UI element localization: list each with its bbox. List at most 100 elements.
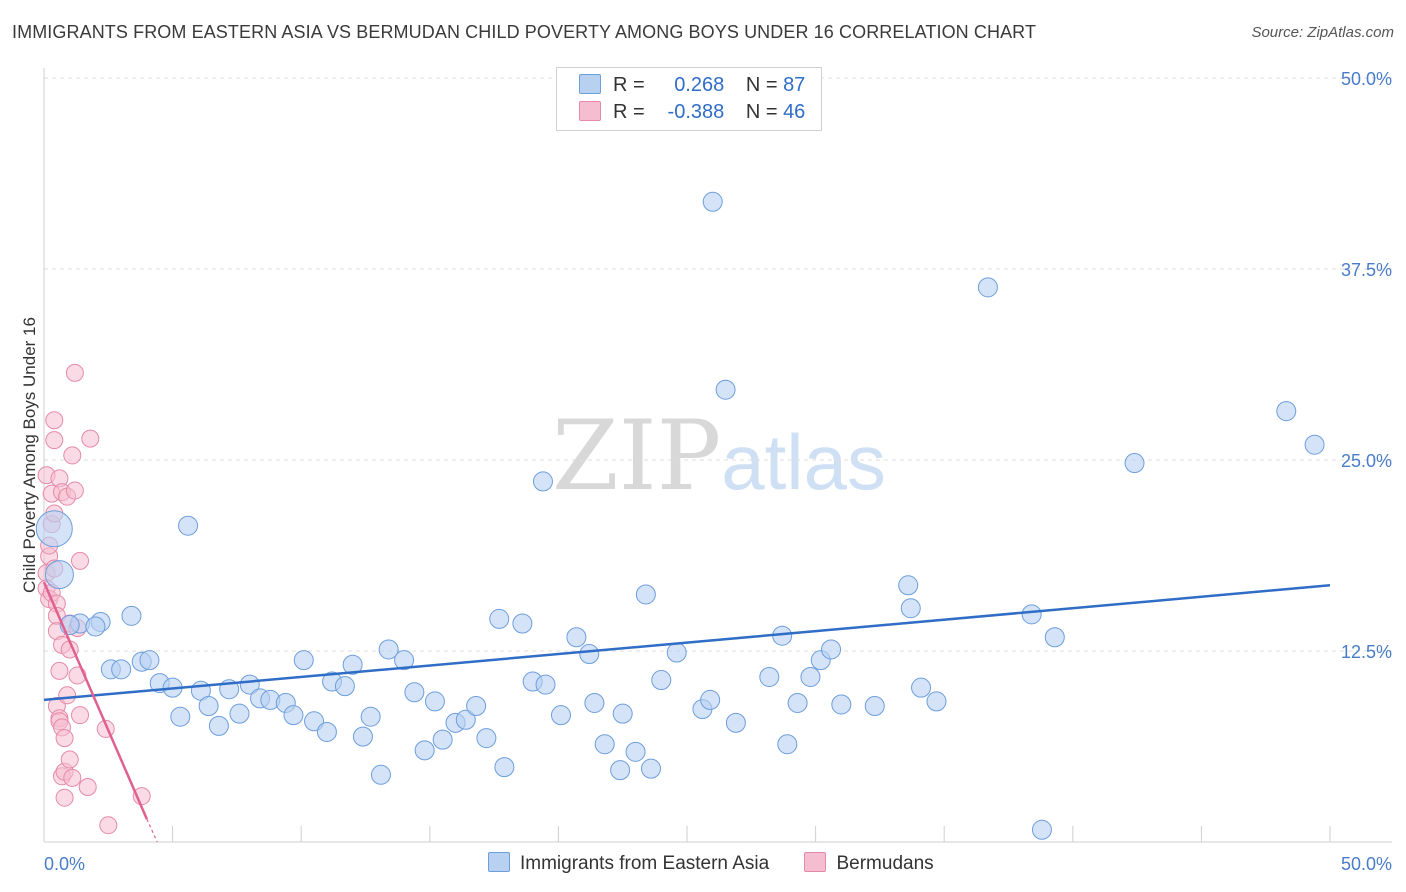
chart-title: IMMIGRANTS FROM EASTERN ASIA VS BERMUDAN… (12, 22, 1037, 42)
legend-n-value: 46 (783, 101, 806, 123)
data-point-immigrants (1124, 453, 1145, 474)
data-point-immigrants (432, 729, 453, 750)
data-point-immigrants (85, 616, 106, 637)
data-point-immigrants (635, 584, 656, 605)
data-point-bermudans (71, 551, 90, 570)
data-point-immigrants (612, 703, 633, 724)
data-point-immigrants (926, 691, 947, 712)
data-point-bermudans (81, 429, 100, 448)
data-point-immigrants (283, 705, 304, 726)
data-point-immigrants (777, 734, 798, 755)
data-point-immigrants (800, 666, 821, 687)
data-point-immigrants (700, 689, 721, 710)
data-point-immigrants (535, 674, 556, 695)
legend-item-label: Immigrants from Eastern Asia (520, 853, 770, 874)
trend-lines (42, 581, 1331, 843)
trend-line-bermudans-extension (146, 818, 158, 843)
data-point-immigrants (831, 694, 852, 715)
legend-n-label: N = (745, 101, 778, 123)
data-point-immigrants (208, 715, 229, 736)
axis-labels: 12.5% 25.0% 37.5% 50.0% 0.0% 50.0% Child Pover… (20, 69, 1392, 874)
data-point-immigrants (532, 471, 553, 492)
grid-lines (44, 77, 1392, 652)
data-point-immigrants (455, 709, 476, 730)
y-tick-label: 50.0% (1341, 69, 1392, 89)
data-point-bermudans (60, 750, 79, 769)
data-point-immigrants (594, 734, 615, 755)
data-point-immigrants (370, 764, 391, 785)
legend-r-value: 0.268 (674, 74, 725, 96)
data-point-bermudans (99, 816, 118, 835)
data-point-bermudans (55, 788, 74, 807)
data-point-immigrants (550, 705, 571, 726)
data-point-immigrants (610, 760, 631, 781)
legend-n-label: N = (745, 74, 778, 96)
legend-r-value: -0.388 (667, 101, 725, 123)
data-point-immigrants (715, 379, 736, 400)
data-point-immigrants (35, 510, 73, 548)
data-point-immigrants (44, 560, 74, 590)
y-tick-label: 25.0% (1341, 451, 1392, 471)
data-point-immigrants (512, 613, 533, 634)
data-point-immigrants (360, 706, 381, 727)
data-point-immigrants (625, 741, 646, 762)
data-point-immigrants (566, 627, 587, 648)
legend-r-label: R = (613, 74, 645, 96)
y-tick-label: 37.5% (1341, 260, 1392, 280)
legend-r-label: R = (613, 101, 645, 123)
correlation-legend: R = 0.268 N = 87 R = -0.388 N = 46 (556, 67, 822, 131)
data-point-bermudans (65, 481, 84, 500)
data-point-bermudans (65, 363, 84, 382)
legend-item-immigrants: Immigrants from Eastern Asia (488, 852, 769, 875)
data-point-bermudans (58, 686, 77, 705)
data-point-immigrants (394, 650, 415, 671)
data-point-bermudans (71, 706, 90, 725)
series-immigrants-from-eastern-asia (35, 191, 1325, 840)
data-point-immigrants (178, 515, 199, 536)
data-point-immigrants (334, 676, 355, 697)
data-point-immigrants (640, 758, 661, 779)
data-point-immigrants (352, 726, 373, 747)
data-point-bermudans (45, 431, 64, 450)
data-point-immigrants (316, 721, 337, 742)
data-point-immigrants (900, 598, 921, 619)
data-point-immigrants (121, 605, 142, 626)
data-point-immigrants (293, 650, 314, 671)
y-tick-label: 12.5% (1341, 642, 1392, 662)
series-legend: Immigrants from Eastern Asia Bermudans (488, 852, 964, 875)
data-point-immigrants (911, 677, 932, 698)
legend-n-value: 87 (783, 74, 806, 96)
data-point-immigrants (666, 642, 687, 663)
x-tick-label: 0.0% (44, 854, 85, 874)
data-point-immigrants (139, 650, 160, 671)
watermark-zip: ZIP (552, 400, 722, 512)
legend-swatch-pink (579, 101, 601, 121)
data-point-immigrants (977, 277, 998, 298)
data-point-immigrants (651, 670, 672, 691)
legend-swatch-blue (488, 852, 510, 872)
data-point-immigrants (304, 711, 325, 732)
data-point-immigrants (229, 703, 250, 724)
data-point-bermudans (45, 411, 64, 430)
legend-row-immigrants: R = 0.268 N = 87 (579, 74, 805, 98)
data-point-bermudans (78, 777, 97, 796)
watermark: ZIPatlas (552, 400, 886, 512)
data-point-immigrants (111, 659, 132, 680)
data-point-immigrants (1044, 627, 1065, 648)
data-point-immigrants (725, 712, 746, 733)
data-point-immigrants (342, 654, 363, 675)
data-point-immigrants (198, 696, 219, 717)
watermark-atlas: atlas (721, 418, 886, 506)
data-point-immigrants (1021, 604, 1042, 625)
data-point-immigrants (494, 757, 515, 778)
data-point-immigrants (864, 696, 885, 717)
legend-swatch-blue (579, 74, 601, 94)
data-point-immigrants (702, 191, 723, 212)
legend-swatch-pink (804, 852, 827, 872)
data-point-bermudans (63, 768, 82, 787)
data-point-immigrants (404, 682, 425, 703)
data-point-immigrants (476, 728, 497, 749)
data-point-immigrants (579, 644, 600, 665)
data-point-immigrants (759, 666, 780, 687)
